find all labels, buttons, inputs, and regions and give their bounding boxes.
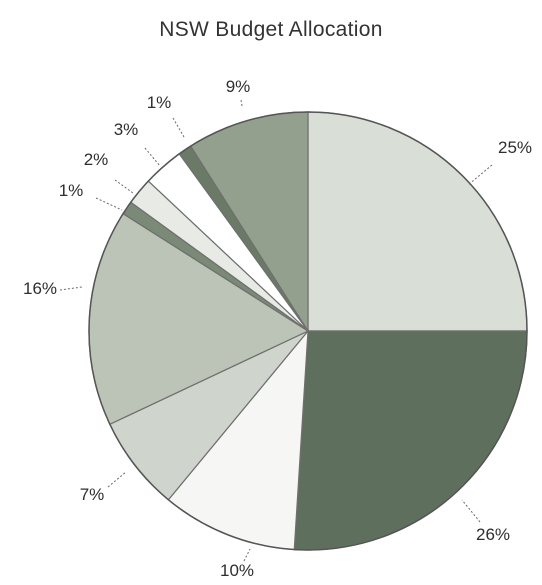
slice-label-2: 26% [476,525,510,544]
leader-line-5 [59,286,83,291]
pie-slices [88,111,528,551]
slice-label-3: 10% [220,561,254,580]
slice-label-10: 9% [226,77,251,96]
leader-line-6 [95,197,123,211]
leader-line-10 [240,99,243,107]
leader-line-3 [243,548,251,562]
pie-slice-2 [293,330,528,551]
slice-labels: 25%26%10%7%16%1%2%3%1%9% [23,77,532,580]
leader-line-8 [144,147,161,167]
slice-label-9: 1% [147,93,172,112]
leader-lines [59,99,493,562]
slice-label-7: 2% [84,150,109,169]
leader-line-4 [107,471,127,488]
leader-line-1 [467,164,493,186]
pie-slice-1 [307,111,528,332]
slice-label-8: 3% [114,120,139,139]
slice-label-1: 25% [498,138,532,157]
chart-title: NSW Budget Allocation [159,18,383,41]
slice-label-6: 1% [59,181,84,200]
leader-line-9 [172,117,185,138]
leader-line-7 [114,179,134,194]
slice-label-5: 16% [23,279,57,298]
leader-line-2 [461,499,481,523]
slice-label-4: 7% [80,485,105,504]
pie-outline [88,111,528,551]
